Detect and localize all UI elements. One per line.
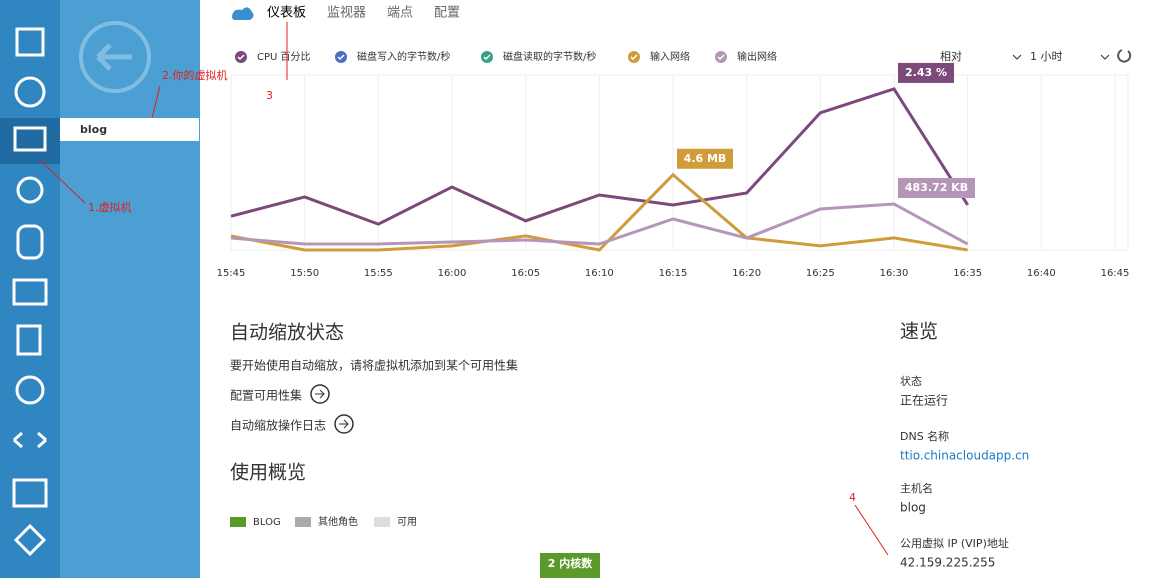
usage-swatch — [230, 517, 246, 527]
series-line — [230, 172, 968, 252]
range-dropdown[interactable]: 相对 — [940, 49, 962, 63]
nav-tab[interactable]: 仪表板 — [267, 6, 306, 21]
refresh[interactable] — [1117, 49, 1132, 63]
usage-swatch — [295, 517, 311, 527]
link-icon[interactable] — [310, 384, 330, 404]
x-tick-label: 15:45 — [217, 268, 246, 279]
glance-value: 正在运行 — [900, 394, 948, 408]
legend-check — [630, 54, 638, 61]
x-tick-label: 16:20 — [732, 268, 761, 279]
link[interactable]: 自动缩放操作日志 — [230, 418, 326, 433]
nav-panel — [60, 0, 200, 578]
icon-selected — [0, 118, 60, 164]
section-title: 使用概览 — [230, 462, 306, 484]
section-title: 自动缩放状态 — [230, 322, 344, 344]
value-label: 2.43 % — [905, 66, 947, 79]
legend-label: 磁盘读取的字节数/秒 — [503, 50, 596, 63]
value-label: 4.6 MB — [684, 152, 727, 165]
dropdown-arrow — [1100, 54, 1110, 60]
vm-name[interactable]: blog — [80, 123, 107, 136]
legend-check — [337, 54, 345, 61]
glance-label: 主机名 — [900, 481, 933, 495]
x-tick-label: 16:45 — [1101, 268, 1130, 279]
badge-text: 2 内核数 — [548, 556, 593, 570]
glance-label: DNS 名称 — [900, 429, 949, 443]
nav-tab[interactable]: 端点 — [387, 6, 413, 21]
x-tick-label: 15:55 — [364, 268, 393, 279]
x-tick-label: 15:50 — [290, 268, 319, 279]
glance-label: 公用虚拟 IP (VIP)地址 — [900, 536, 1009, 550]
link-icon[interactable] — [334, 414, 354, 434]
autoscale-text: 要开始使用自动缩放，请将虚拟机添加到某个可用性集 — [230, 358, 518, 373]
x-tick-label: 16:05 — [511, 268, 540, 279]
legend-label: 输出网络 — [737, 50, 777, 63]
nav-tab[interactable]: 配置 — [434, 6, 460, 21]
usage-legend-label: BLOG — [253, 517, 281, 528]
icons — [12, 27, 48, 557]
usage-swatch — [374, 517, 390, 527]
back-button[interactable] — [79, 21, 151, 93]
value-label-box — [677, 148, 733, 169]
legend-check — [483, 54, 491, 61]
glance-value: ttio.chinacloudapp.cn — [900, 449, 1029, 463]
series-line — [230, 87, 969, 226]
annotations — [39, 22, 889, 556]
glance-value: 42.159.225.255 — [900, 556, 995, 570]
x-tick-label: 16:25 — [806, 268, 835, 279]
x-tick-label: 16:35 — [953, 268, 982, 279]
icon-bar — [0, 0, 60, 578]
dropdown-arrow — [1012, 54, 1022, 60]
x-tick-label: 16:30 — [880, 268, 909, 279]
value-label: 483.72 KB — [905, 181, 968, 194]
value-label-box — [898, 177, 975, 198]
usage-legend-label: 可用 — [397, 517, 417, 528]
legend-label: 磁盘写入的字节数/秒 — [357, 50, 450, 63]
annotation: 4 — [849, 491, 856, 504]
link-arrow — [315, 389, 325, 399]
link-arrow — [339, 419, 349, 429]
legend-check — [237, 54, 245, 61]
annotation: 2.你的虚拟机 — [162, 68, 228, 82]
x-tick-label: 16:40 — [1027, 268, 1056, 279]
x-tick-label: 16:00 — [438, 268, 467, 279]
usage-legend-label: 其他角色 — [318, 515, 358, 528]
glance-value: blog — [900, 501, 926, 515]
nav-tab[interactable]: 监视器 — [327, 6, 366, 21]
annotation: 1.虚拟机 — [88, 200, 132, 214]
badge — [540, 553, 600, 578]
section-title: 速览 — [900, 321, 938, 343]
value-label-box — [898, 62, 954, 83]
legend-label: 输入网络 — [650, 50, 690, 63]
x-tick-label: 16:10 — [585, 268, 614, 279]
period-dropdown[interactable]: 1 小时 — [1030, 50, 1063, 63]
glance-label: 状态 — [900, 374, 922, 388]
back-arrow — [96, 43, 132, 71]
legend-label: CPU 百分比 — [257, 51, 311, 63]
cloud-icon — [232, 7, 254, 20]
annotation: 3 — [266, 89, 273, 102]
x-tick-label: 16:15 — [659, 268, 688, 279]
series-line — [230, 202, 969, 246]
link[interactable]: 配置可用性集 — [230, 388, 302, 403]
vm-item[interactable] — [60, 118, 199, 141]
legend-check — [717, 54, 725, 61]
